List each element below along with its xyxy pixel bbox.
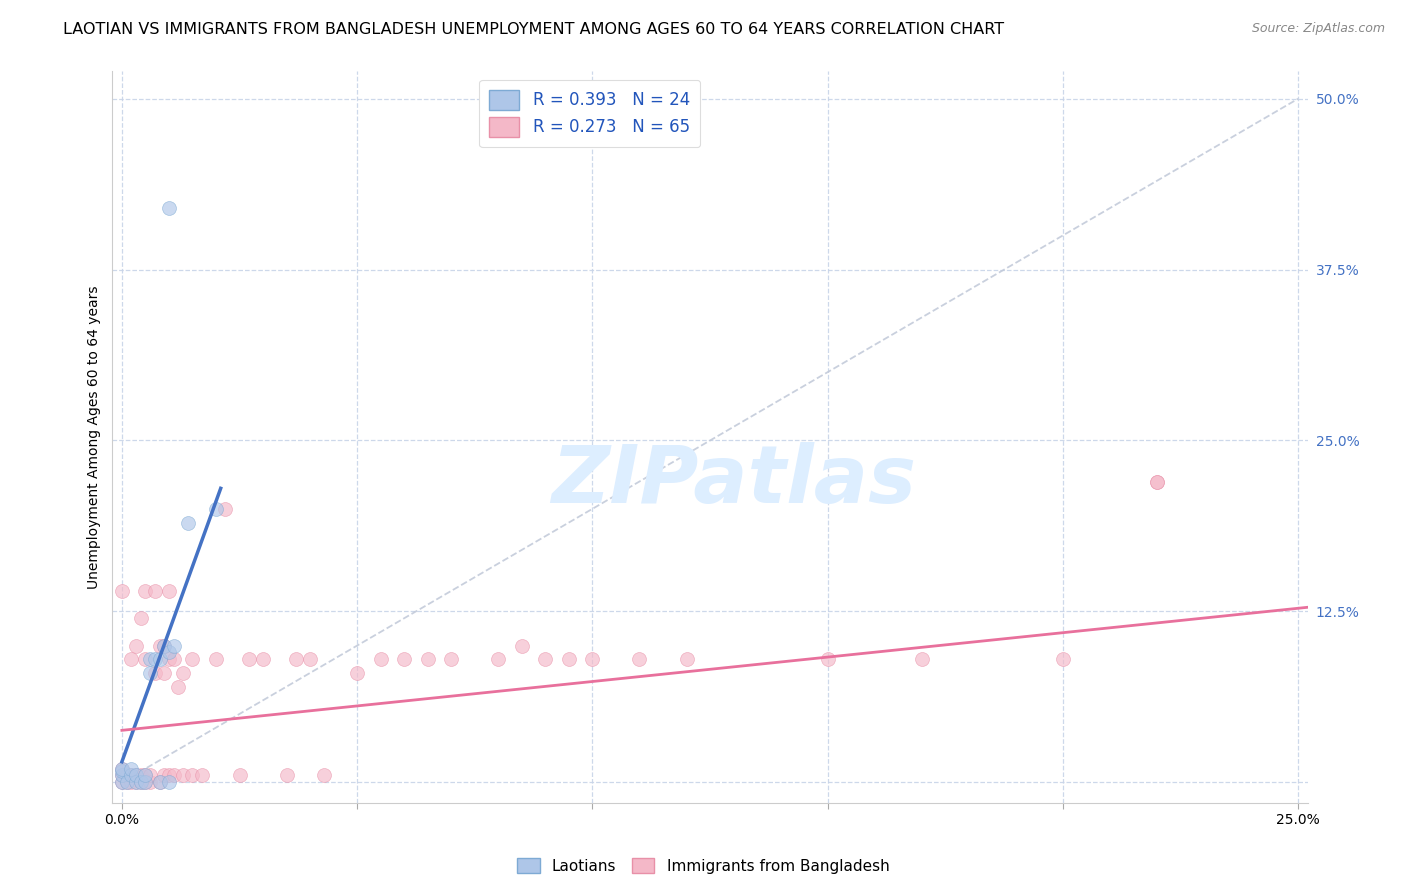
- Point: [148, 652, 170, 666]
- Point: [134, 768, 156, 782]
- Point: [205, 501, 228, 516]
- Point: [111, 762, 134, 776]
- Point: [181, 652, 204, 666]
- Point: [148, 775, 170, 789]
- Y-axis label: Unemployment Among Ages 60 to 64 years: Unemployment Among Ages 60 to 64 years: [87, 285, 101, 589]
- Point: [817, 652, 839, 666]
- Point: [252, 652, 274, 666]
- Point: [111, 768, 134, 782]
- Point: [346, 665, 368, 680]
- Point: [510, 639, 533, 653]
- Point: [177, 516, 200, 530]
- Point: [1146, 475, 1168, 489]
- Point: [1146, 475, 1168, 489]
- Point: [120, 762, 142, 776]
- Point: [558, 652, 581, 666]
- Point: [163, 639, 186, 653]
- Point: [111, 775, 134, 789]
- Text: ZIPatlas: ZIPatlas: [551, 442, 917, 520]
- Point: [675, 652, 697, 666]
- Point: [238, 652, 260, 666]
- Point: [134, 775, 156, 789]
- Point: [129, 611, 152, 625]
- Point: [581, 652, 603, 666]
- Point: [285, 652, 308, 666]
- Point: [139, 652, 162, 666]
- Point: [191, 768, 214, 782]
- Point: [440, 652, 463, 666]
- Point: [139, 665, 162, 680]
- Point: [392, 652, 415, 666]
- Point: [181, 768, 204, 782]
- Point: [486, 652, 509, 666]
- Point: [172, 768, 194, 782]
- Point: [167, 680, 190, 694]
- Point: [125, 768, 148, 782]
- Point: [157, 775, 180, 789]
- Legend: R = 0.393   N = 24, R = 0.273   N = 65: R = 0.393 N = 24, R = 0.273 N = 65: [479, 79, 700, 147]
- Point: [299, 652, 322, 666]
- Point: [125, 775, 148, 789]
- Text: Source: ZipAtlas.com: Source: ZipAtlas.com: [1251, 22, 1385, 36]
- Point: [1052, 652, 1074, 666]
- Point: [148, 639, 170, 653]
- Point: [157, 645, 180, 659]
- Legend: Laotians, Immigrants from Bangladesh: Laotians, Immigrants from Bangladesh: [510, 852, 896, 880]
- Point: [534, 652, 557, 666]
- Point: [134, 652, 156, 666]
- Point: [163, 768, 186, 782]
- Point: [153, 639, 176, 653]
- Point: [143, 665, 166, 680]
- Point: [228, 768, 250, 782]
- Point: [115, 768, 138, 782]
- Point: [139, 768, 162, 782]
- Point: [314, 768, 336, 782]
- Point: [111, 768, 134, 782]
- Point: [120, 768, 142, 782]
- Point: [129, 775, 152, 789]
- Point: [134, 768, 156, 782]
- Point: [115, 775, 138, 789]
- Point: [153, 768, 176, 782]
- Point: [134, 583, 156, 598]
- Point: [214, 501, 236, 516]
- Point: [157, 583, 180, 598]
- Point: [111, 775, 134, 789]
- Point: [153, 639, 176, 653]
- Point: [125, 768, 148, 782]
- Point: [148, 775, 170, 789]
- Point: [143, 652, 166, 666]
- Point: [276, 768, 298, 782]
- Point: [157, 652, 180, 666]
- Point: [111, 583, 134, 598]
- Point: [125, 639, 148, 653]
- Point: [628, 652, 651, 666]
- Point: [120, 768, 142, 782]
- Point: [115, 775, 138, 789]
- Point: [111, 762, 134, 776]
- Point: [134, 775, 156, 789]
- Point: [163, 652, 186, 666]
- Text: LAOTIAN VS IMMIGRANTS FROM BANGLADESH UNEMPLOYMENT AMONG AGES 60 TO 64 YEARS COR: LAOTIAN VS IMMIGRANTS FROM BANGLADESH UN…: [63, 22, 1004, 37]
- Point: [143, 583, 166, 598]
- Point: [205, 652, 228, 666]
- Point: [911, 652, 934, 666]
- Point: [129, 775, 152, 789]
- Point: [120, 652, 142, 666]
- Point: [157, 768, 180, 782]
- Point: [111, 764, 134, 779]
- Point: [129, 768, 152, 782]
- Point: [139, 775, 162, 789]
- Point: [125, 775, 148, 789]
- Point: [172, 665, 194, 680]
- Point: [416, 652, 439, 666]
- Point: [157, 201, 180, 215]
- Point: [370, 652, 392, 666]
- Point: [120, 775, 142, 789]
- Point: [153, 665, 176, 680]
